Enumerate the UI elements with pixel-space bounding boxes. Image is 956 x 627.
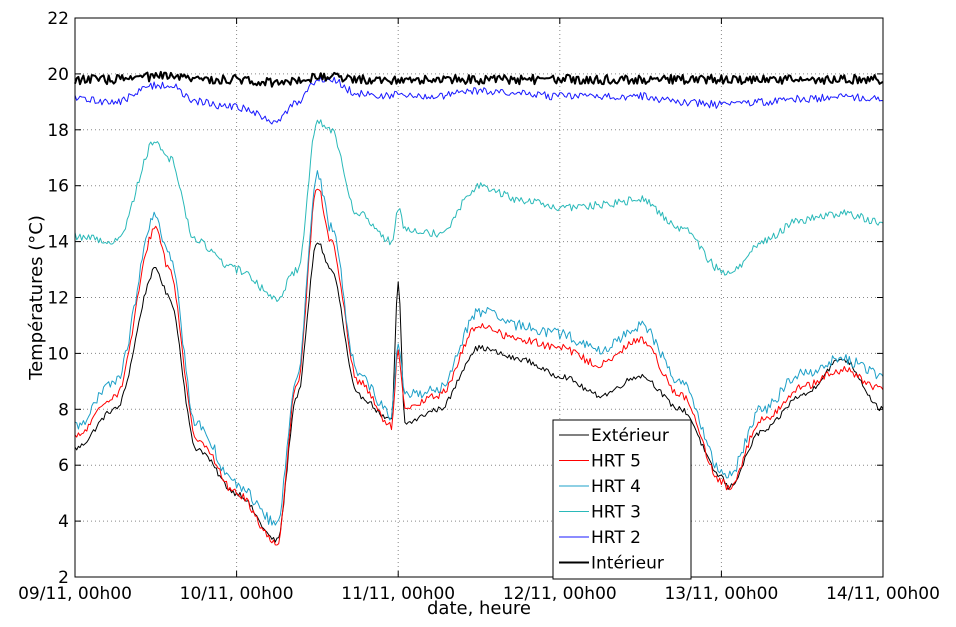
x-tick-label: 13/11, 00h00 [664, 584, 778, 604]
y-tick-label: 12 [47, 289, 69, 309]
y-tick-label: 18 [47, 121, 69, 141]
x-axis-label: date, heure [427, 598, 531, 619]
legend-label: HRT 2 [591, 528, 641, 548]
legend: Extérieur HRT 5 HRT 4 HRT 3 HRT 2 Intérieur [552, 419, 692, 580]
legend-label: HRT 3 [591, 503, 641, 523]
x-tick-label: 09/11, 00h00 [18, 584, 132, 604]
y-axis-label: Températures (°C) [26, 215, 47, 381]
legend-label: Extérieur [591, 426, 669, 446]
series-line-4 [74, 76, 884, 125]
y-tick-label: 14 [47, 233, 69, 253]
grid [75, 18, 883, 577]
legend-label: HRT 5 [591, 452, 641, 472]
y-tick-label: 2 [58, 568, 69, 588]
x-tick-label: 12/11, 00h00 [503, 584, 617, 604]
legend-box [552, 419, 692, 580]
y-tick-label: 10 [47, 344, 69, 364]
y-tick-label: 8 [58, 400, 69, 420]
legend-label: HRT 4 [591, 477, 641, 497]
y-tick-label: 16 [47, 177, 69, 197]
axis-ticks: 2 4 6 8 10 12 14 16 18 20 22 09/11, 00h00 10/11, 00h… [18, 9, 940, 604]
x-tick-label: 11/11, 00h00 [341, 584, 455, 604]
series-line-0 [74, 242, 884, 543]
series-line-5 [74, 70, 884, 88]
y-tick-label: 20 [47, 65, 69, 85]
series-line-3 [74, 119, 884, 302]
series-lines [74, 70, 884, 546]
x-tick-label: 14/11, 00h00 [826, 584, 940, 604]
series-line-1 [74, 188, 884, 546]
y-tick-label: 22 [47, 9, 69, 29]
y-tick-label: 4 [58, 512, 69, 532]
series-line-2 [74, 170, 884, 526]
legend-label: Intérieur [591, 554, 664, 574]
x-tick-label: 10/11, 00h00 [180, 584, 294, 604]
y-tick-label: 6 [58, 456, 69, 476]
